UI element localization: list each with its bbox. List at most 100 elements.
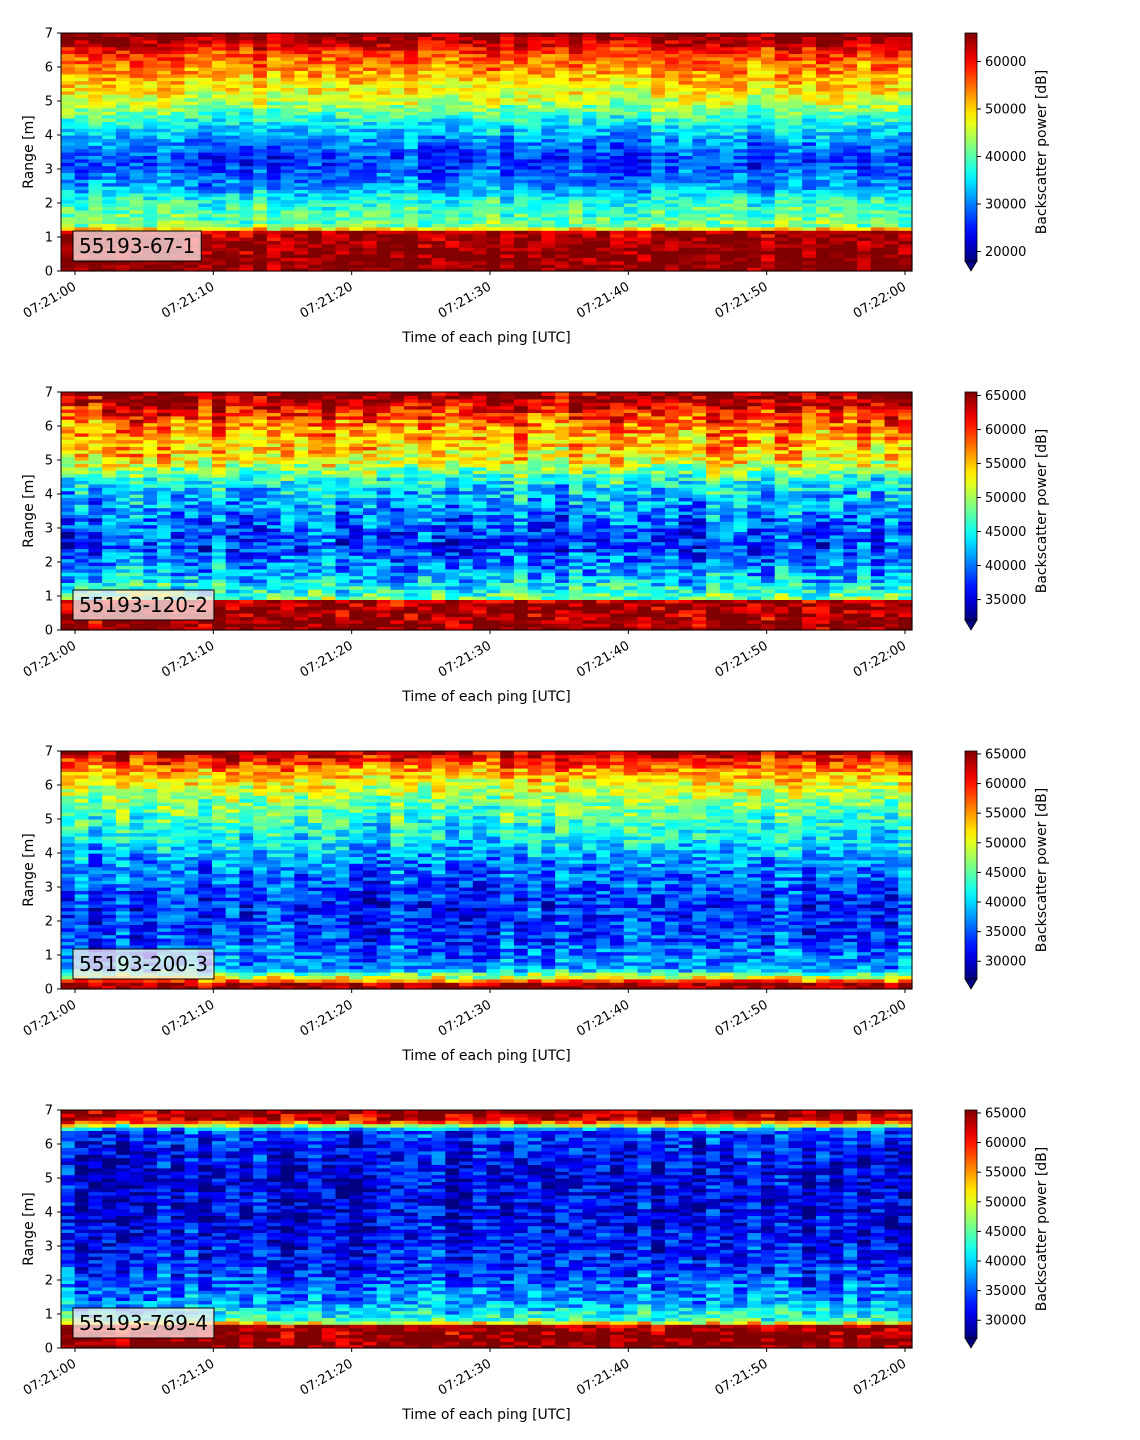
heatmap-cell	[185, 227, 199, 231]
heatmap-cell	[528, 166, 542, 170]
heatmap-cell	[363, 166, 377, 170]
heatmap-cell	[816, 251, 830, 255]
heatmap-cell	[637, 33, 651, 37]
heatmap-cell	[569, 200, 583, 204]
heatmap-cell	[802, 251, 816, 255]
heatmap-cell	[871, 132, 885, 136]
heatmap-cell	[116, 392, 130, 396]
heatmap-cell	[445, 227, 459, 231]
heatmap-cell	[637, 159, 651, 163]
heatmap-cell	[157, 166, 171, 170]
heatmap-cell	[363, 142, 377, 146]
heatmap-cell	[583, 227, 597, 231]
heatmap-cell	[637, 132, 651, 136]
heatmap-cell	[363, 251, 377, 255]
heatmap-cell	[555, 166, 569, 170]
heatmap-cell	[720, 132, 734, 136]
heatmap-cell	[788, 166, 802, 170]
heatmap-cell	[761, 132, 775, 136]
heatmap-cell	[898, 264, 912, 268]
heatmap-cell	[555, 183, 569, 187]
heatmap-cell	[116, 453, 130, 457]
heatmap-cell	[624, 166, 638, 170]
heatmap-cell	[541, 244, 555, 248]
heatmap-cell	[720, 193, 734, 197]
heatmap-cell	[541, 200, 555, 204]
heatmap-cell	[390, 251, 404, 255]
heatmap-cell	[747, 193, 761, 197]
heatmap-cell	[514, 166, 528, 170]
heatmap-cell	[390, 227, 404, 231]
heatmap-cell	[857, 33, 871, 37]
heatmap-cell	[116, 419, 130, 423]
heatmap-cell	[610, 149, 624, 153]
heatmap-cell	[692, 217, 706, 221]
heatmap-cell	[679, 159, 693, 163]
heatmap-cell	[377, 244, 391, 248]
heatmap-cell	[679, 33, 693, 37]
heatmap-cell	[802, 264, 816, 268]
heatmap-cell	[308, 132, 322, 136]
heatmap-cell	[61, 419, 75, 423]
heatmap-cell	[61, 402, 75, 406]
heatmap-cell	[75, 419, 89, 423]
heatmap-cell	[102, 402, 116, 406]
y-tick-label: 6	[45, 61, 53, 76]
heatmap-cell	[747, 142, 761, 146]
heatmap-cell	[651, 244, 665, 248]
heatmap-cell	[390, 159, 404, 163]
heatmap-cell	[445, 210, 459, 214]
heatmap-cell	[404, 200, 418, 204]
heatmap-cell	[569, 244, 583, 248]
heatmap-cell	[102, 419, 116, 423]
heatmap-cell	[514, 132, 528, 136]
heatmap-cell	[267, 234, 281, 238]
heatmap-cell	[418, 193, 432, 197]
heatmap-cell	[445, 33, 459, 37]
heatmap-cell	[432, 176, 446, 180]
heatmap-cell	[390, 176, 404, 180]
heatmap-cell	[885, 33, 899, 37]
heatmap-cell	[253, 227, 267, 231]
heatmap-cell	[267, 193, 281, 197]
heatmap-cell	[432, 159, 446, 163]
heatmap-cell	[349, 176, 363, 180]
heatmap-cell	[308, 166, 322, 170]
heatmap-cell	[198, 166, 212, 170]
heatmap-cell	[761, 183, 775, 187]
y-axis-label: Range [m]	[21, 115, 37, 188]
heatmap-cell	[706, 142, 720, 146]
heatmap-cell	[720, 33, 734, 37]
heatmap-cell	[528, 200, 542, 204]
heatmap-cell	[171, 183, 185, 187]
heatmap-cell	[459, 210, 473, 214]
heatmap-cell	[541, 193, 555, 197]
heatmap-cell	[734, 183, 748, 187]
heatmap-cell	[404, 217, 418, 221]
heatmap-cell	[830, 176, 844, 180]
heatmap-cell	[788, 244, 802, 248]
heatmap-cell	[349, 33, 363, 37]
heatmap-cell	[857, 176, 871, 180]
heatmap-cell	[830, 132, 844, 136]
heatmap-cell	[761, 251, 775, 255]
heatmap-cell	[857, 193, 871, 197]
heatmap-cell	[322, 217, 336, 221]
heatmap-cell	[692, 244, 706, 248]
heatmap-cell	[541, 217, 555, 221]
colorbar-tick-label: 20000	[985, 245, 1026, 260]
heatmap-cell	[487, 193, 501, 197]
heatmap-cell	[390, 210, 404, 214]
heatmap-cell	[816, 132, 830, 136]
heatmap-cell	[377, 159, 391, 163]
heatmap-cell	[349, 251, 363, 255]
heatmap-cell	[775, 142, 789, 146]
heatmap-cell	[377, 234, 391, 238]
heatmap-cell	[445, 183, 459, 187]
heatmap-cell	[473, 217, 487, 221]
heatmap-cell	[308, 244, 322, 248]
heatmap-cell	[88, 200, 102, 204]
heatmap-cell	[761, 234, 775, 238]
heatmap-cell	[226, 149, 240, 153]
heatmap-cell	[102, 264, 116, 268]
